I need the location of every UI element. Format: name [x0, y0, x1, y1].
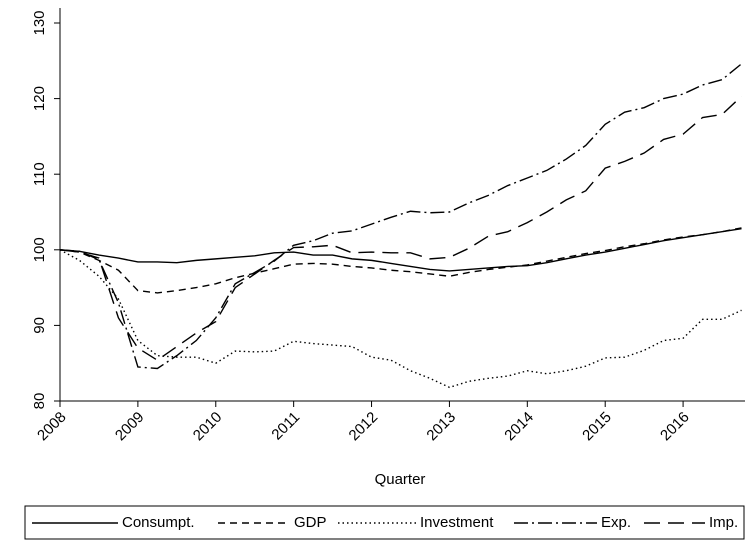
series-line: [59, 227, 742, 294]
y-tick-label: 110: [31, 162, 48, 186]
x-tick-label: 2008: [34, 409, 70, 445]
series-line: [59, 95, 742, 362]
x-tick-label: 2016: [657, 409, 693, 445]
legend-label: Exp.: [601, 514, 631, 531]
legend-label: Consumpt.: [122, 514, 195, 531]
series-line: [59, 249, 742, 389]
x-tick-label: 2014: [501, 409, 537, 445]
legend-label: Investment: [420, 514, 494, 531]
legend-box: [24, 505, 745, 540]
x-axis-label: Quarter: [375, 471, 426, 488]
series-line: [59, 63, 742, 370]
x-tick-label: 2012: [346, 409, 382, 445]
x-tick-label: 2009: [112, 409, 148, 445]
series-line: [59, 227, 742, 272]
y-tick-label: 80: [31, 393, 48, 410]
legend-label: Imp.: [709, 514, 738, 531]
y-tick-label: 100: [31, 237, 48, 262]
x-tick-label: 2013: [423, 409, 459, 445]
legend-label: GDP: [294, 514, 327, 531]
y-tick-label: 120: [31, 86, 48, 111]
x-tick-label: 2015: [579, 409, 615, 445]
y-tick-label: 130: [31, 10, 48, 35]
x-tick-label: 2011: [268, 409, 303, 444]
y-tick-label: 90: [31, 317, 48, 334]
x-tick-label: 2010: [190, 409, 226, 445]
